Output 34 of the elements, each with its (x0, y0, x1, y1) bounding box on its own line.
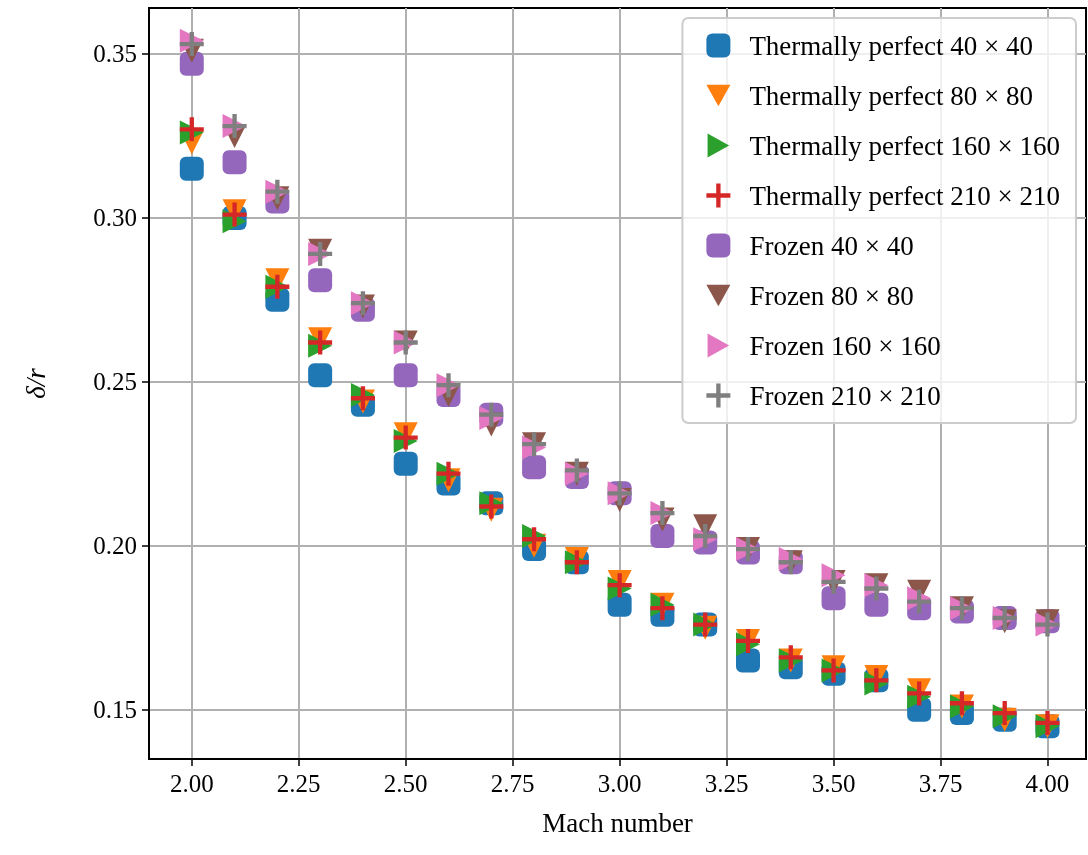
point (864, 592, 889, 617)
legend-label: Thermally perfect 80 × 80 (749, 80, 1034, 111)
point (179, 156, 204, 181)
x-tick-label: 3.00 (597, 770, 642, 797)
x-tick-label: 4.00 (1025, 770, 1070, 797)
legend-label: Frozen 210 × 210 (749, 380, 941, 411)
y-axis-title: δ/r (20, 367, 51, 399)
point (308, 268, 333, 293)
x-tick-label: 2.25 (276, 770, 321, 797)
legend-label: Frozen 40 × 40 (749, 230, 914, 261)
point (393, 451, 418, 476)
legend-label: Thermally perfect 160 × 160 (749, 130, 1061, 161)
legend-label: Thermally perfect 40 × 40 (749, 30, 1034, 61)
legend-label: Thermally perfect 210 × 210 (749, 180, 1061, 211)
y-tick-label: 0.15 (93, 696, 137, 724)
y-tick-label: 0.25 (93, 368, 137, 396)
y-tick-label: 0.30 (93, 204, 137, 232)
y-tick-label: 0.20 (93, 532, 137, 560)
point (393, 363, 418, 388)
x-tick-label: 2.50 (383, 770, 428, 797)
x-tick-label: 2.00 (169, 770, 214, 797)
point (308, 363, 333, 388)
point (522, 455, 547, 480)
x-tick-label: 3.75 (918, 770, 963, 797)
x-tick-label: 2.75 (490, 770, 535, 797)
x-tick-label: 3.25 (704, 770, 749, 797)
point (650, 524, 675, 548)
point (821, 586, 846, 611)
legend-label: Frozen 80 × 80 (749, 280, 914, 311)
point (222, 150, 247, 175)
y-tick-label: 0.35 (93, 40, 137, 68)
x-tick-label: 3.50 (811, 770, 856, 797)
x-axis-title: Mach number (542, 807, 693, 838)
legend-label: Frozen 160 × 160 (749, 330, 941, 361)
